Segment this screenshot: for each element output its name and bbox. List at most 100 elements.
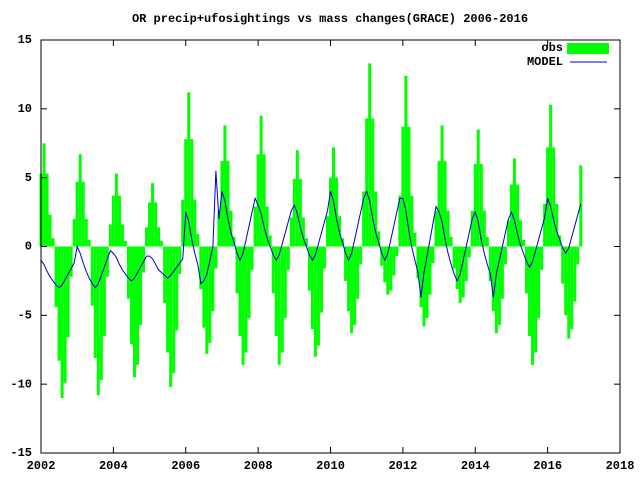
bar: [313, 246, 317, 357]
x-tick-label: 2002: [27, 459, 56, 473]
x-tick-label: 2010: [316, 459, 345, 473]
bar: [570, 246, 574, 330]
bar: [464, 246, 468, 281]
bar: [129, 246, 133, 345]
bar: [437, 161, 441, 247]
bar: [325, 216, 329, 247]
bar: [386, 246, 390, 295]
bar: [123, 240, 127, 247]
bar: [120, 224, 124, 247]
bar: [567, 246, 571, 339]
bar: [470, 210, 474, 247]
bar: [93, 246, 97, 359]
bar: [184, 139, 188, 247]
bar: [193, 199, 197, 247]
legend-label: obs: [541, 41, 563, 55]
bar: [178, 246, 182, 275]
bar: [316, 246, 320, 346]
bar: [57, 246, 61, 361]
bar: [332, 147, 336, 247]
bar: [467, 246, 471, 258]
bar: [211, 246, 215, 312]
bar: [126, 246, 130, 299]
bar: [175, 246, 179, 331]
bar: [392, 246, 396, 276]
bar: [576, 246, 580, 265]
bar: [362, 191, 366, 247]
bar: [579, 165, 583, 247]
bar: [404, 75, 408, 247]
bar: [322, 246, 326, 269]
y-tick-label: 0: [25, 240, 32, 254]
bar: [139, 246, 143, 325]
bar: [78, 154, 82, 247]
bar: [196, 234, 200, 247]
bar: [555, 203, 559, 247]
bar: [247, 246, 251, 319]
bar: [262, 154, 266, 247]
bar: [250, 246, 254, 270]
bar: [268, 235, 272, 247]
bar: [187, 92, 191, 247]
bar: [151, 183, 155, 247]
bar: [69, 246, 73, 277]
bar: [410, 195, 414, 247]
bar: [528, 246, 532, 336]
bar: [60, 246, 64, 398]
bar: [226, 161, 230, 247]
bar: [561, 246, 565, 284]
bar: [374, 191, 378, 247]
bar: [199, 246, 203, 290]
bar: [407, 126, 411, 247]
bar: [241, 246, 245, 365]
bar: [280, 246, 284, 353]
bar: [413, 232, 417, 247]
bar: [491, 246, 495, 312]
bar: [335, 177, 339, 247]
bar: [99, 246, 103, 381]
bar: [521, 239, 525, 247]
bar: [573, 246, 577, 302]
bar: [289, 217, 293, 247]
bar: [148, 202, 152, 247]
bar: [380, 246, 384, 266]
bar: [42, 143, 46, 247]
bar: [190, 139, 194, 247]
bar: [537, 246, 541, 319]
bar: [163, 246, 167, 303]
bar: [145, 227, 149, 247]
y-tick-label: -15: [10, 446, 32, 460]
chart-title: OR precip+ufosightings vs mass changes(G…: [132, 12, 528, 26]
bar: [455, 246, 459, 290]
bar: [512, 158, 516, 247]
bar: [389, 246, 393, 291]
bar: [353, 246, 357, 325]
bar: [154, 202, 158, 247]
bar: [328, 177, 333, 247]
bar: [202, 246, 206, 328]
bar: [271, 246, 275, 294]
bar: [244, 246, 248, 353]
bar: [157, 227, 161, 247]
x-tick-label: 2004: [99, 459, 128, 473]
bar: [395, 246, 399, 257]
bar: [401, 126, 405, 247]
bar: [286, 246, 290, 270]
bar: [220, 161, 224, 247]
bar: [506, 220, 510, 247]
bar: [431, 246, 435, 264]
bar: [494, 246, 498, 334]
bar: [546, 147, 550, 247]
bar: [72, 218, 76, 247]
bar: [476, 129, 480, 247]
y-tick-label: -10: [10, 377, 32, 391]
bar: [434, 210, 438, 247]
bar: [416, 246, 420, 279]
bar: [66, 246, 70, 338]
bar: [552, 147, 556, 247]
bar: [102, 246, 106, 336]
y-tick-label: 5: [25, 171, 32, 185]
bar: [208, 246, 212, 343]
bar: [75, 181, 79, 247]
